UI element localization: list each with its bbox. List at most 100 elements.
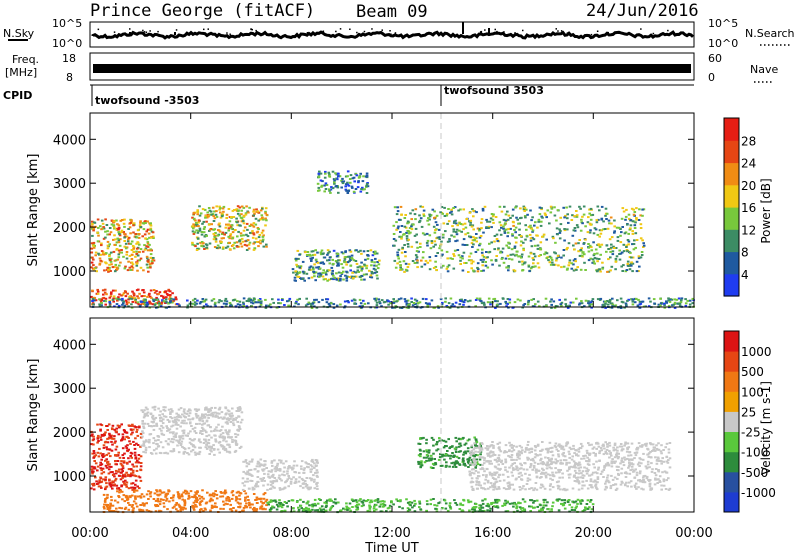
power-cell: [608, 222, 611, 225]
velocity-cell: [218, 406, 222, 409]
power-cell: [444, 230, 447, 233]
power-cell: [130, 261, 134, 264]
power-cell: [575, 210, 578, 212]
velocity-cell: [459, 450, 462, 453]
noise-search-point: [335, 30, 337, 33]
power-cell: [559, 216, 562, 219]
power-cell: [317, 301, 321, 304]
power-cell: [469, 219, 473, 222]
power-cell: [117, 227, 121, 230]
velocity-cell: [598, 450, 602, 453]
power-cell: [108, 227, 112, 229]
power-heatmap: [90, 170, 695, 309]
power-cell: [389, 301, 392, 304]
velocity-cell: [256, 485, 260, 488]
velocity-cell: [417, 454, 421, 457]
velocity-cell: [594, 486, 598, 489]
power-cell: [92, 246, 96, 249]
power-cell: [523, 215, 527, 217]
power-cell: [522, 241, 525, 244]
power-cell: [203, 208, 207, 211]
power-cell: [590, 249, 594, 252]
power-cell: [633, 239, 636, 242]
velocity-cell: [555, 481, 559, 484]
velocity-cell: [158, 489, 162, 492]
power-cell: [224, 231, 228, 234]
power-cell: [399, 297, 403, 300]
power-cell: [245, 239, 249, 242]
power-cell: [160, 302, 163, 305]
velocity-cell: [159, 498, 163, 501]
velocity-cell: [474, 469, 478, 472]
velocity-cell: [205, 501, 209, 504]
velocity-cell: [642, 452, 645, 455]
power-cell: [149, 265, 152, 268]
power-cell: [481, 209, 485, 212]
power-cell: [329, 302, 333, 305]
velocity-cell: [489, 460, 492, 463]
power-cell: [334, 172, 337, 175]
velocity-cell: [481, 464, 484, 467]
velocity-cell: [439, 453, 442, 456]
power-cell: [560, 266, 563, 269]
velocity-cell: [275, 480, 279, 483]
power-cell: [571, 214, 574, 217]
power-cell: [317, 172, 321, 175]
velocity-cell: [227, 436, 230, 439]
power-cell: [639, 223, 643, 226]
velocity-cell: [241, 477, 245, 480]
power-cell: [121, 297, 124, 300]
velocity-cell: [195, 497, 198, 500]
velocity-cell: [171, 506, 175, 509]
velocity-cell: [504, 466, 507, 469]
velocity-cell: [187, 414, 191, 417]
power-cell: [319, 262, 323, 265]
power-cell: [452, 228, 456, 231]
power-cell: [310, 250, 314, 253]
power-cell: [620, 300, 624, 303]
power-cell: [566, 267, 569, 270]
velocity-cell: [502, 473, 505, 476]
power-cell: [305, 272, 309, 275]
velocity-cell: [471, 488, 474, 491]
velocity-cell: [208, 500, 212, 503]
power-cell: [112, 300, 115, 303]
velocity-cell: [100, 458, 103, 461]
velocity-cell: [624, 442, 627, 445]
velocity-cell: [238, 428, 242, 430]
velocity-cell: [262, 464, 266, 467]
power-cell: [240, 213, 243, 216]
power-cell: [335, 185, 338, 187]
power-cell: [309, 254, 312, 257]
velocity-cell: [90, 468, 94, 471]
noise-search-point: [679, 32, 681, 35]
velocity-cell: [246, 480, 249, 483]
power-cell: [99, 225, 102, 228]
power-cell: [353, 302, 357, 305]
power-cell: [342, 278, 345, 281]
velocity-cell: [573, 469, 577, 472]
power-cell: [420, 259, 423, 262]
velocity-cell: [135, 505, 139, 508]
power-cell: [424, 302, 428, 305]
power-cell: [594, 228, 598, 231]
velocity-cell: [92, 456, 95, 459]
power-cell: [406, 299, 410, 302]
velocity-cell: [634, 468, 637, 471]
power-ytick-label: 1000: [53, 265, 86, 280]
velocity-cell: [602, 444, 605, 447]
velocity-cell: [105, 458, 108, 461]
power-cell: [553, 206, 556, 209]
velocity-cell: [101, 467, 105, 470]
velocity-cell: [188, 412, 192, 415]
velocity-cell: [136, 444, 140, 446]
velocity-cell: [171, 499, 175, 502]
power-cell: [240, 237, 244, 240]
velocity-cell: [646, 466, 649, 469]
velocity-cell: [120, 485, 123, 488]
power-cell: [465, 218, 468, 220]
power-cell: [258, 234, 262, 236]
velocity-cell: [183, 489, 187, 492]
